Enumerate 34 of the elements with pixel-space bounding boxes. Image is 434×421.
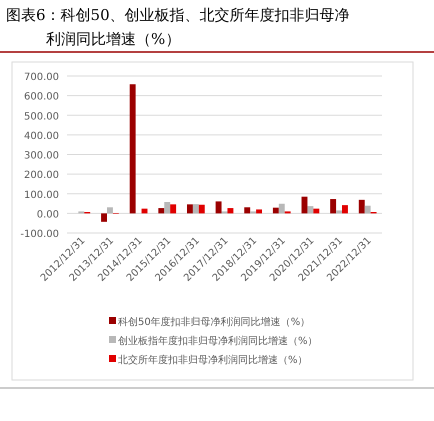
bar [244, 207, 250, 214]
bar [313, 208, 320, 214]
bar [186, 204, 193, 214]
y-tick-label: 100.00 [24, 190, 59, 201]
bar [106, 207, 113, 214]
bar [342, 205, 348, 214]
bar [130, 84, 136, 214]
bar [164, 202, 170, 214]
bar [192, 204, 199, 214]
bar [256, 209, 262, 214]
y-tick-label: 300.00 [24, 150, 59, 162]
y-tick-label: 700.00 [24, 72, 59, 83]
bar [330, 199, 336, 214]
bar [307, 206, 314, 214]
bar [336, 210, 342, 214]
y-tick-label: 0.00 [36, 209, 59, 220]
bar [142, 208, 148, 214]
bar [358, 200, 365, 214]
y-tick-label: -100.00 [20, 229, 59, 240]
y-tick-label: 200.00 [24, 170, 59, 182]
y-tick-label: 500.00 [24, 111, 59, 122]
bar [272, 208, 279, 214]
title: 图表6：科创50、创业板指、北交所年度扣非归母净利润同比增速（%） [6, 6, 350, 48]
bar [364, 206, 371, 214]
y-tick-label: 400.00 [24, 130, 59, 142]
y-tick-label: 600.00 [24, 92, 59, 103]
bar [216, 201, 222, 214]
bar [170, 204, 176, 214]
bar [158, 208, 164, 214]
bar [227, 208, 234, 214]
bar [302, 196, 308, 214]
bar [278, 204, 285, 214]
bar [198, 204, 205, 214]
bar [101, 213, 107, 222]
